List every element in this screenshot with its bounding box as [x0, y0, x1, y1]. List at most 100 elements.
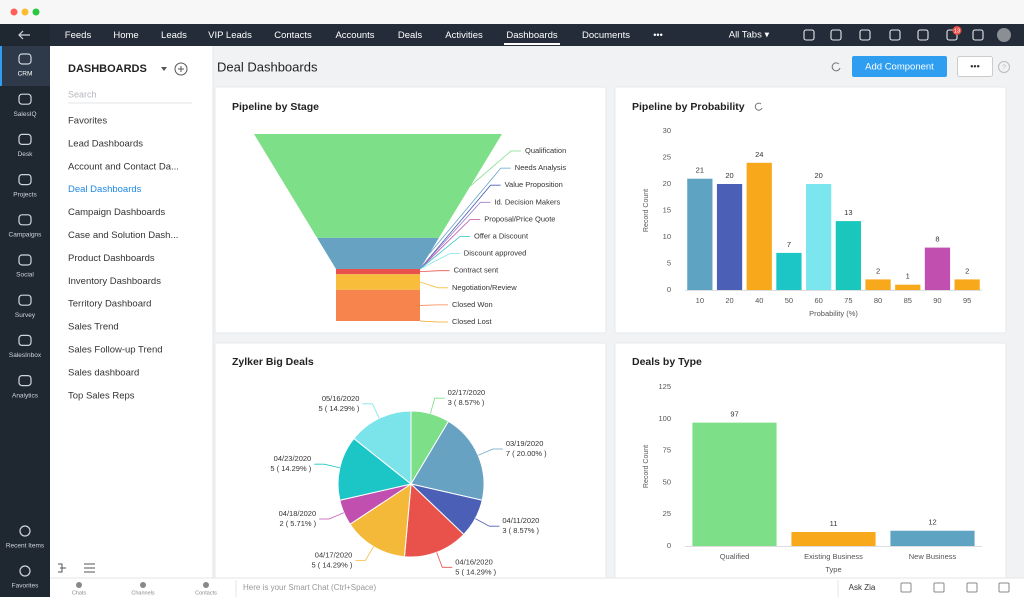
dashboard-link[interactable]: Sales Follow-up Trend: [68, 345, 163, 356]
dashboard-link[interactable]: Product Dashboards: [68, 253, 155, 264]
dashboard-link[interactable]: Inventory Dashboards: [68, 276, 161, 287]
bottom-icon[interactable]: [933, 582, 945, 593]
pie-value-label: 5 ( 14.29% ): [319, 404, 360, 413]
panel-collapse[interactable]: [58, 563, 66, 573]
panel-dropdown[interactable]: [161, 67, 167, 71]
add-dashboard[interactable]: [174, 62, 188, 76]
sidebar-label[interactable]: Analytics: [12, 392, 39, 399]
panel-list-icon[interactable]: [84, 563, 95, 573]
nav-tab[interactable]: Leads: [161, 30, 187, 41]
sidebar-icon[interactable]: [18, 93, 32, 105]
dashboard-link[interactable]: Favorites: [68, 116, 107, 127]
bottom-icon[interactable]: [998, 582, 1010, 593]
add-component-button[interactable]: [852, 56, 947, 77]
ask-zia[interactable]: Ask Zia: [849, 583, 876, 592]
sidebar-icon[interactable]: [18, 133, 32, 145]
sidebar-label[interactable]: Projects: [13, 191, 37, 198]
sidebar-icon[interactable]: [19, 565, 31, 577]
dashboard-link[interactable]: Case and Solution Dash...: [68, 230, 178, 241]
avatar[interactable]: [997, 28, 1011, 42]
nav-icon[interactable]: [972, 29, 984, 41]
nav-tab[interactable]: VIP Leads: [208, 30, 252, 41]
sidebar-label[interactable]: CRM: [18, 71, 33, 78]
bottom-icon[interactable]: [966, 582, 978, 593]
dashboard-link[interactable]: Sales Trend: [68, 322, 119, 333]
help-button[interactable]: [998, 61, 1010, 73]
sidebar-label[interactable]: Favorites: [12, 583, 39, 590]
panel-search[interactable]: Search: [68, 89, 97, 99]
more-button[interactable]: [957, 56, 993, 77]
nav-tab[interactable]: Dashboards: [506, 30, 557, 41]
all-tabs[interactable]: All Tabs ▾: [729, 30, 770, 41]
x-tick-label: 40: [755, 296, 763, 305]
funnel-connector: [470, 150, 521, 187]
sidebar-label[interactable]: SalesInbox: [9, 352, 42, 359]
nav-tab[interactable]: Home: [113, 30, 138, 41]
minimize-button[interactable]: [21, 8, 29, 16]
bar: [806, 184, 832, 290]
smart-chat[interactable]: Here is your Smart Chat (Ctrl+Space): [243, 583, 376, 592]
funnel-segment: [336, 269, 420, 275]
nav-icon[interactable]: [917, 29, 929, 41]
bar: [692, 422, 777, 546]
sidebar-label[interactable]: Social: [16, 272, 34, 279]
nav-icon[interactable]: [830, 29, 842, 41]
funnel-segment: [317, 237, 439, 270]
dashboard-link[interactable]: Lead Dashboards: [68, 138, 143, 149]
dashboard-link[interactable]: Campaign Dashboards: [68, 207, 165, 218]
refresh-icon[interactable]: [831, 62, 841, 72]
chart-title: Deals by Type: [632, 356, 702, 368]
nav-tab[interactable]: Accounts: [335, 30, 374, 41]
dashboard-link[interactable]: Deal Dashboards: [68, 184, 142, 195]
dashboard-link[interactable]: Territory Dashboard: [68, 299, 151, 310]
bottom-label[interactable]: Channels: [131, 590, 154, 596]
nav-more[interactable]: •••: [653, 30, 662, 40]
pie-leader: [475, 518, 500, 527]
sidebar-active: [0, 46, 50, 86]
value-label: 8: [935, 235, 939, 244]
nav-icon[interactable]: [859, 29, 871, 41]
bottom-icon[interactable]: [76, 582, 82, 588]
nav-icon[interactable]: [889, 29, 901, 41]
sidebar-label[interactable]: Recent Items: [6, 543, 45, 550]
funnel-segment: [254, 134, 502, 238]
x-tick-label: 80: [874, 296, 882, 305]
bottom-icon[interactable]: [203, 582, 209, 588]
collapse-icon[interactable]: [18, 30, 30, 40]
pie-slice: [349, 483, 412, 558]
nav-tab[interactable]: Contacts: [274, 30, 312, 41]
dashboard-link[interactable]: Top Sales Reps: [68, 390, 135, 401]
help-label: ?: [1002, 64, 1006, 71]
dashboard-link[interactable]: Account and Contact Da...: [68, 161, 179, 172]
sidebar-label[interactable]: Desk: [18, 151, 34, 158]
bottom-label[interactable]: Contacts: [195, 590, 217, 596]
nav-tab[interactable]: Deals: [398, 30, 423, 41]
dashboard-link[interactable]: Sales dashboard: [68, 367, 139, 378]
bottom-icon[interactable]: [140, 582, 146, 588]
nav-icon[interactable]: [803, 29, 815, 41]
sidebar-icon[interactable]: [18, 174, 32, 186]
nav-tab[interactable]: Activities: [445, 30, 483, 41]
pie-label: 03/19/2020: [506, 439, 544, 448]
close-button[interactable]: [10, 8, 18, 16]
sidebar-label[interactable]: Survey: [15, 312, 36, 319]
bottom-label[interactable]: Chats: [72, 590, 87, 596]
sidebar-icon[interactable]: [18, 375, 32, 387]
sidebar-icon[interactable]: [18, 334, 32, 346]
maximize-button[interactable]: [32, 8, 40, 16]
bottom-icon[interactable]: [900, 582, 912, 593]
chart-refresh-icon[interactable]: [754, 102, 763, 111]
x-tick-label: Existing Business: [804, 552, 863, 561]
nav-tab[interactable]: Feeds: [65, 30, 92, 41]
sidebar-icon[interactable]: [18, 254, 32, 266]
sidebar-icon[interactable]: [18, 53, 32, 65]
pie-label: 04/16/2020: [455, 557, 493, 566]
nav-tab[interactable]: Documents: [582, 30, 630, 41]
sidebar-icon[interactable]: [18, 294, 32, 306]
sidebar-label[interactable]: SalesIQ: [13, 111, 36, 118]
sidebar-icon[interactable]: [19, 525, 31, 537]
sidebar-icon[interactable]: [18, 214, 32, 226]
sidebar-label[interactable]: Campaigns: [9, 232, 43, 239]
funnel-connector: [419, 218, 481, 270]
x-tick-label: 95: [963, 296, 971, 305]
